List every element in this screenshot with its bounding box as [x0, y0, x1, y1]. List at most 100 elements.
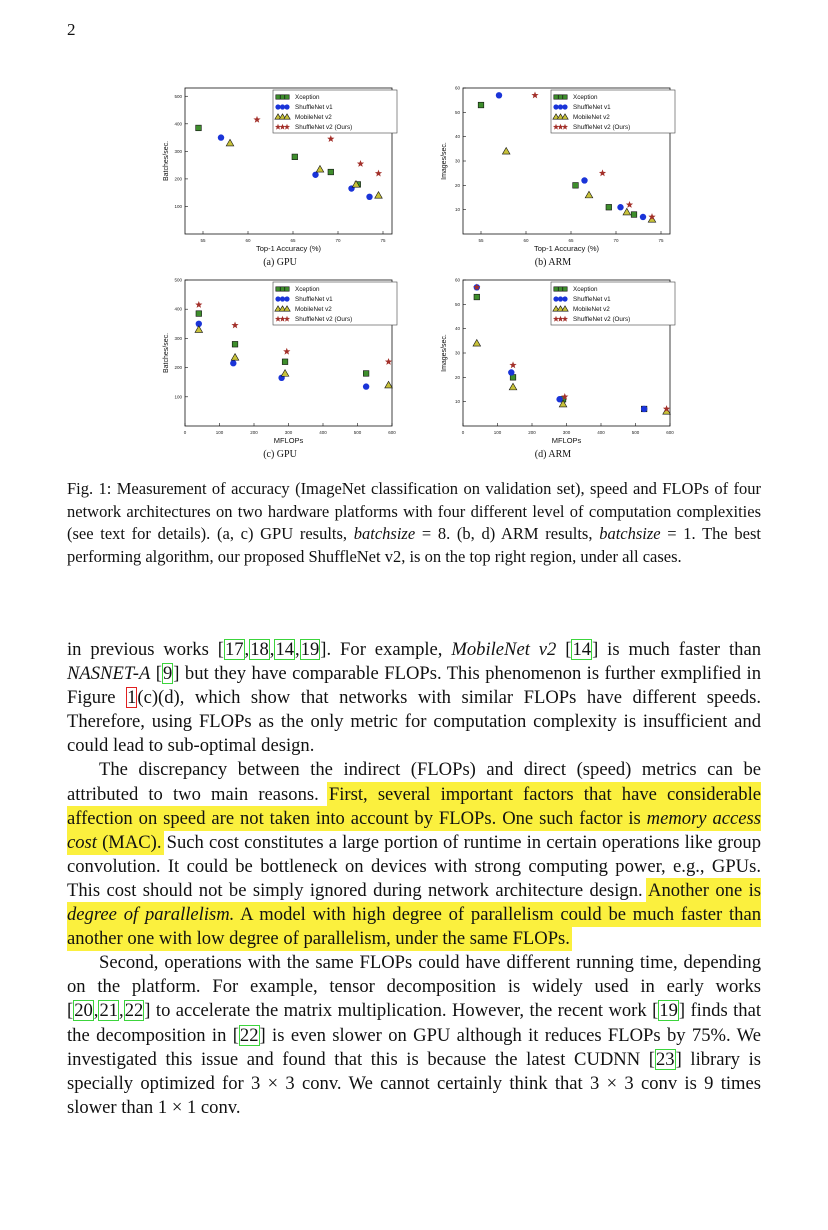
y-tick-label: 300: [174, 336, 182, 341]
legend-box: [272, 281, 398, 326]
legend-marker: [275, 296, 281, 302]
series-shufflenet-v1: [495, 92, 647, 221]
subcaption-c: (c) GPU: [263, 449, 297, 460]
citation-link[interactable]: 17: [223, 639, 245, 660]
subplot-d-arm-mflops: 0 100 200 300 400 500 600 10 20 30 40 50 60 MFLOPs Ima…: [428, 276, 678, 451]
data-point: [617, 204, 624, 211]
y-tick-label: 10: [455, 207, 461, 212]
x-tick-label: 400: [597, 430, 605, 435]
data-point: [531, 91, 539, 99]
subplot-c-gpu-mflops: 0 100 200 300 400 500 600 100 200 300 400 500 MFLOPs…: [150, 276, 400, 451]
legend-entry: ShuffleNet v2 (Ours): [295, 316, 352, 323]
data-point: [662, 405, 671, 413]
series-shufflenet-v2-ours: [253, 115, 383, 177]
citation-link[interactable]: 22: [238, 1024, 260, 1046]
legend-entry: Xception: [573, 94, 598, 101]
citation-link[interactable]: 20: [73, 1000, 94, 1022]
y-tick-label: 30: [455, 159, 461, 164]
legend-marker: [562, 296, 568, 302]
legend-marker: [556, 113, 565, 120]
x-tick-label: 70: [613, 238, 619, 243]
y-axis-label: Images/sec.: [441, 142, 448, 180]
data-point: [231, 341, 239, 348]
y-tick-label: 50: [455, 302, 461, 307]
data-point: [477, 101, 485, 109]
citation-link[interactable]: 22: [123, 1000, 145, 1022]
data-point: [327, 135, 335, 143]
data-point: [473, 283, 481, 291]
body-text: in previous works [17,18,14,19]. For exa…: [67, 638, 762, 1120]
legend-entry: Xception: [295, 286, 320, 293]
series-shufflenet-v2-ours: [531, 91, 656, 221]
citation-link[interactable]: 21: [98, 1000, 120, 1022]
legend-entry: Xception: [295, 94, 320, 101]
x-tick-label: 300: [563, 430, 571, 435]
data-point: [195, 301, 203, 308]
data-point: [508, 369, 515, 376]
x-tick-label: 100: [494, 430, 502, 435]
figure-caption: Fig. 1: Measurement of accuracy (ImageNe…: [67, 479, 761, 566]
legend-entry: ShuffleNet v1: [573, 296, 611, 303]
x-tick-label: 200: [528, 430, 536, 435]
series-mobilenet-v2: [472, 338, 671, 415]
legend-marker: [557, 123, 564, 130]
x-tick-label: 75: [658, 238, 664, 243]
data-point: [225, 138, 235, 147]
legend-marker: [553, 94, 559, 100]
x-tick-label: 0: [462, 430, 465, 435]
data-point: [384, 357, 393, 365]
scatter-plot: 55 60 65 70 75 100 200 300 400 500 Top-1 Accuracy …: [163, 87, 398, 253]
x-axis-label: MFLOPs: [274, 436, 304, 445]
data-point: [598, 169, 607, 177]
citation-link[interactable]: 14: [571, 639, 593, 660]
y-tick-label: 200: [174, 176, 182, 181]
x-tick-label: 100: [216, 430, 224, 435]
series-mobilenet-v2: [501, 146, 657, 223]
subcaption-a: (a) GPU: [263, 257, 297, 268]
legend-marker: [274, 113, 282, 120]
y-tick-label: 500: [174, 278, 182, 283]
citation-link[interactable]: 18: [249, 639, 270, 660]
data-point: [356, 159, 365, 167]
subplot-b-arm-accuracy: 55 60 65 70 75 10 20 30 40 50 60 Top-1 Accuracy (%)…: [428, 84, 678, 259]
citation-link[interactable]: 14: [274, 639, 296, 660]
data-point: [195, 124, 202, 132]
legend-marker: [280, 286, 286, 292]
legend-marker: [278, 113, 287, 120]
data-point: [217, 134, 225, 141]
data-point: [195, 320, 202, 327]
y-tick-label: 100: [174, 204, 182, 209]
legend-marker: [283, 123, 291, 130]
citation-link[interactable]: 19: [299, 639, 321, 660]
legend-marker: [558, 286, 564, 292]
citation-link[interactable]: 19: [658, 1000, 679, 1022]
paragraph-1: in previous works [17,18,14,19]. For exa…: [67, 639, 761, 757]
data-point: [561, 393, 569, 400]
legend-entry: ShuffleNet v1: [295, 296, 333, 303]
legend-box: [550, 281, 676, 326]
y-axis-label: Images/sec.: [441, 334, 448, 372]
data-point: [327, 168, 334, 176]
legend-marker: [552, 315, 560, 322]
legend-marker: [280, 94, 286, 100]
legend-marker: [279, 315, 286, 322]
data-point: [572, 182, 579, 189]
data-point: [472, 338, 482, 347]
data-point: [625, 201, 634, 208]
y-tick-label: 400: [174, 121, 182, 126]
x-tick-label: 55: [478, 238, 484, 243]
scatter-plot: 0 100 200 300 400 500 600 10 20 30 40 50 60 MFLOPs Ima…: [441, 278, 676, 445]
legend-marker: [279, 123, 286, 130]
figure-link[interactable]: 1: [126, 687, 138, 709]
data-point: [630, 211, 638, 218]
legend-marker: [279, 104, 286, 110]
legend-entry: MobileNet v2: [295, 114, 332, 121]
citation-link[interactable]: 9: [161, 663, 174, 685]
legend-entry: ShuffleNet v2 (Ours): [573, 316, 630, 323]
legend-marker: [556, 305, 565, 312]
legend-marker: [284, 104, 290, 110]
citation-link[interactable]: 23: [654, 1048, 676, 1070]
legend-marker: [275, 286, 281, 292]
x-tick-label: 65: [568, 238, 574, 243]
legend-marker: [561, 123, 569, 130]
